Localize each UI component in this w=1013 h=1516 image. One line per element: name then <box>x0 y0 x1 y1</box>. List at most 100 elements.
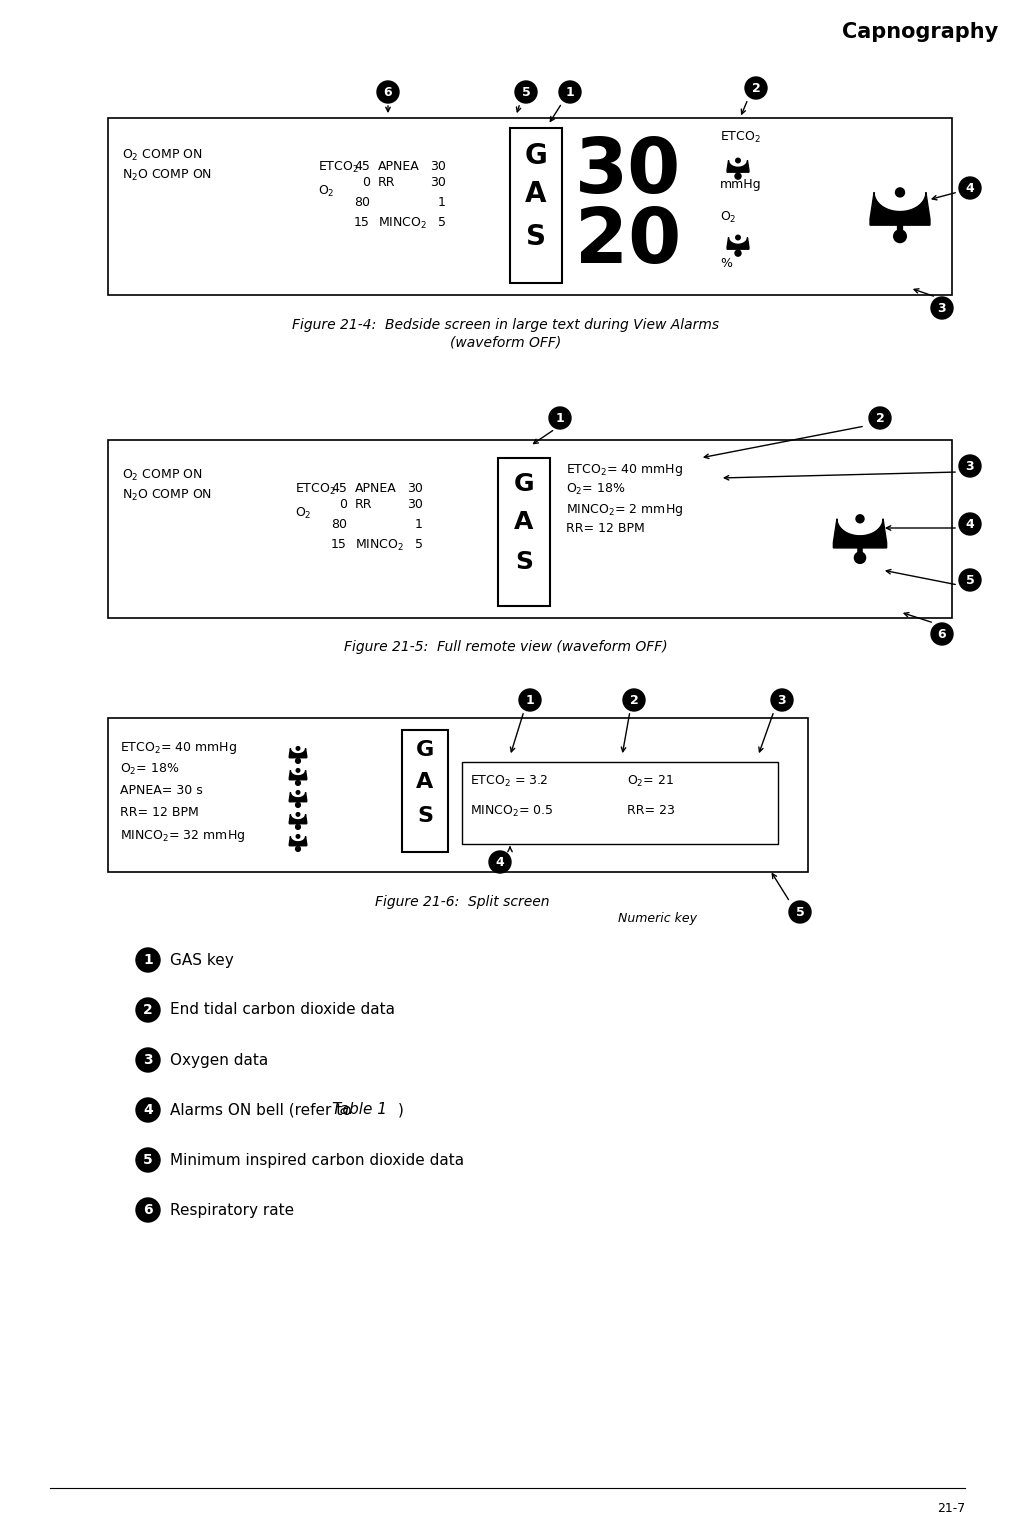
Text: 21-7: 21-7 <box>937 1502 965 1514</box>
Text: G: G <box>525 143 547 170</box>
Bar <box>108 719 808 872</box>
Text: 0: 0 <box>362 176 370 190</box>
Text: N$_2$O COMP ON: N$_2$O COMP ON <box>122 168 212 183</box>
Circle shape <box>296 835 300 838</box>
Text: 2: 2 <box>630 694 638 706</box>
Text: ETCO$_2$ = 3.2: ETCO$_2$ = 3.2 <box>470 775 548 790</box>
Text: ETCO$_2$: ETCO$_2$ <box>295 482 336 497</box>
Polygon shape <box>290 793 307 802</box>
Text: 30: 30 <box>575 135 682 209</box>
Circle shape <box>296 781 301 785</box>
Circle shape <box>931 623 953 644</box>
Text: APNEA: APNEA <box>355 482 397 496</box>
Circle shape <box>789 901 811 923</box>
Text: 4: 4 <box>965 518 975 531</box>
Text: 2: 2 <box>143 1004 153 1017</box>
Circle shape <box>893 230 907 243</box>
Text: 6: 6 <box>384 86 392 99</box>
Text: O$_2$ COMP ON: O$_2$ COMP ON <box>122 149 203 164</box>
Text: ETCO$_2$: ETCO$_2$ <box>318 161 359 176</box>
Circle shape <box>959 455 981 478</box>
Bar <box>108 118 952 296</box>
Text: 30: 30 <box>407 497 423 511</box>
Text: Minimum inspired carbon dioxide data: Minimum inspired carbon dioxide data <box>170 1152 464 1167</box>
Text: 30: 30 <box>431 161 446 173</box>
Circle shape <box>296 802 301 808</box>
Text: O$_2$: O$_2$ <box>720 211 736 224</box>
Circle shape <box>735 235 741 240</box>
Circle shape <box>136 1048 160 1072</box>
Text: 5: 5 <box>522 86 531 99</box>
Text: O$_2$= 21: O$_2$= 21 <box>627 775 674 790</box>
Text: MINCO$_2$: MINCO$_2$ <box>355 538 404 553</box>
Text: S: S <box>417 807 433 826</box>
Circle shape <box>136 1198 160 1222</box>
Text: Table 1: Table 1 <box>332 1102 387 1117</box>
Text: G: G <box>514 471 534 496</box>
Text: 0: 0 <box>339 497 347 511</box>
Text: 6: 6 <box>938 628 946 641</box>
Text: 1: 1 <box>565 86 574 99</box>
Circle shape <box>869 406 891 429</box>
Text: 6: 6 <box>143 1204 153 1217</box>
Text: 45: 45 <box>355 161 370 173</box>
Polygon shape <box>290 770 307 779</box>
Text: O$_2$= 18%: O$_2$= 18% <box>566 482 625 497</box>
Text: 3: 3 <box>143 1054 153 1067</box>
Text: 15: 15 <box>355 215 370 229</box>
Circle shape <box>515 80 537 103</box>
Text: 4: 4 <box>143 1104 153 1117</box>
Circle shape <box>856 515 864 523</box>
Text: %: % <box>720 258 732 270</box>
Text: 4: 4 <box>965 182 975 196</box>
Text: MINCO$_2$= 32 mmHg: MINCO$_2$= 32 mmHg <box>120 828 245 844</box>
Circle shape <box>735 173 741 179</box>
Circle shape <box>771 688 793 711</box>
Circle shape <box>296 769 300 772</box>
Text: GAS key: GAS key <box>170 952 234 967</box>
Text: O$_2$: O$_2$ <box>295 506 312 522</box>
Text: 30: 30 <box>407 482 423 496</box>
Text: 5: 5 <box>438 215 446 229</box>
Circle shape <box>931 297 953 318</box>
Text: Numeric key: Numeric key <box>618 913 697 925</box>
Text: N$_2$O COMP ON: N$_2$O COMP ON <box>122 488 212 503</box>
Circle shape <box>735 250 741 256</box>
Circle shape <box>296 758 301 764</box>
Text: O$_2$: O$_2$ <box>318 183 334 199</box>
Text: 1: 1 <box>526 694 535 706</box>
Circle shape <box>296 825 301 829</box>
Bar <box>510 127 562 283</box>
Text: A: A <box>515 509 534 534</box>
Text: A: A <box>416 772 434 791</box>
Text: O$_2$= 18%: O$_2$= 18% <box>120 763 179 778</box>
Circle shape <box>623 688 645 711</box>
Text: RR: RR <box>378 176 395 190</box>
Text: O$_2$ COMP ON: O$_2$ COMP ON <box>122 468 203 484</box>
Text: ETCO$_2$= 40 mmHg: ETCO$_2$= 40 mmHg <box>566 462 683 478</box>
Text: Capnography: Capnography <box>842 23 998 42</box>
Circle shape <box>519 688 541 711</box>
Text: 4: 4 <box>495 857 504 869</box>
Bar <box>498 458 550 606</box>
Text: 5: 5 <box>415 538 423 550</box>
Circle shape <box>296 746 300 750</box>
Text: Figure 21-5:  Full remote view (waveform OFF): Figure 21-5: Full remote view (waveform … <box>344 640 668 653</box>
Text: 30: 30 <box>431 176 446 190</box>
Circle shape <box>296 791 300 794</box>
Text: 1: 1 <box>555 412 564 424</box>
Circle shape <box>489 850 511 873</box>
Text: RR= 12 BPM: RR= 12 BPM <box>120 807 199 819</box>
Text: Oxygen data: Oxygen data <box>170 1052 268 1067</box>
Polygon shape <box>290 814 307 823</box>
Text: Respiratory rate: Respiratory rate <box>170 1202 294 1217</box>
Circle shape <box>296 813 300 816</box>
Polygon shape <box>290 749 307 758</box>
Text: S: S <box>515 550 533 575</box>
Circle shape <box>136 1148 160 1172</box>
Text: 5: 5 <box>795 907 804 919</box>
Text: 5: 5 <box>965 575 975 587</box>
Text: A: A <box>526 180 547 208</box>
Text: G: G <box>416 740 435 760</box>
Text: APNEA= 30 s: APNEA= 30 s <box>120 784 203 797</box>
